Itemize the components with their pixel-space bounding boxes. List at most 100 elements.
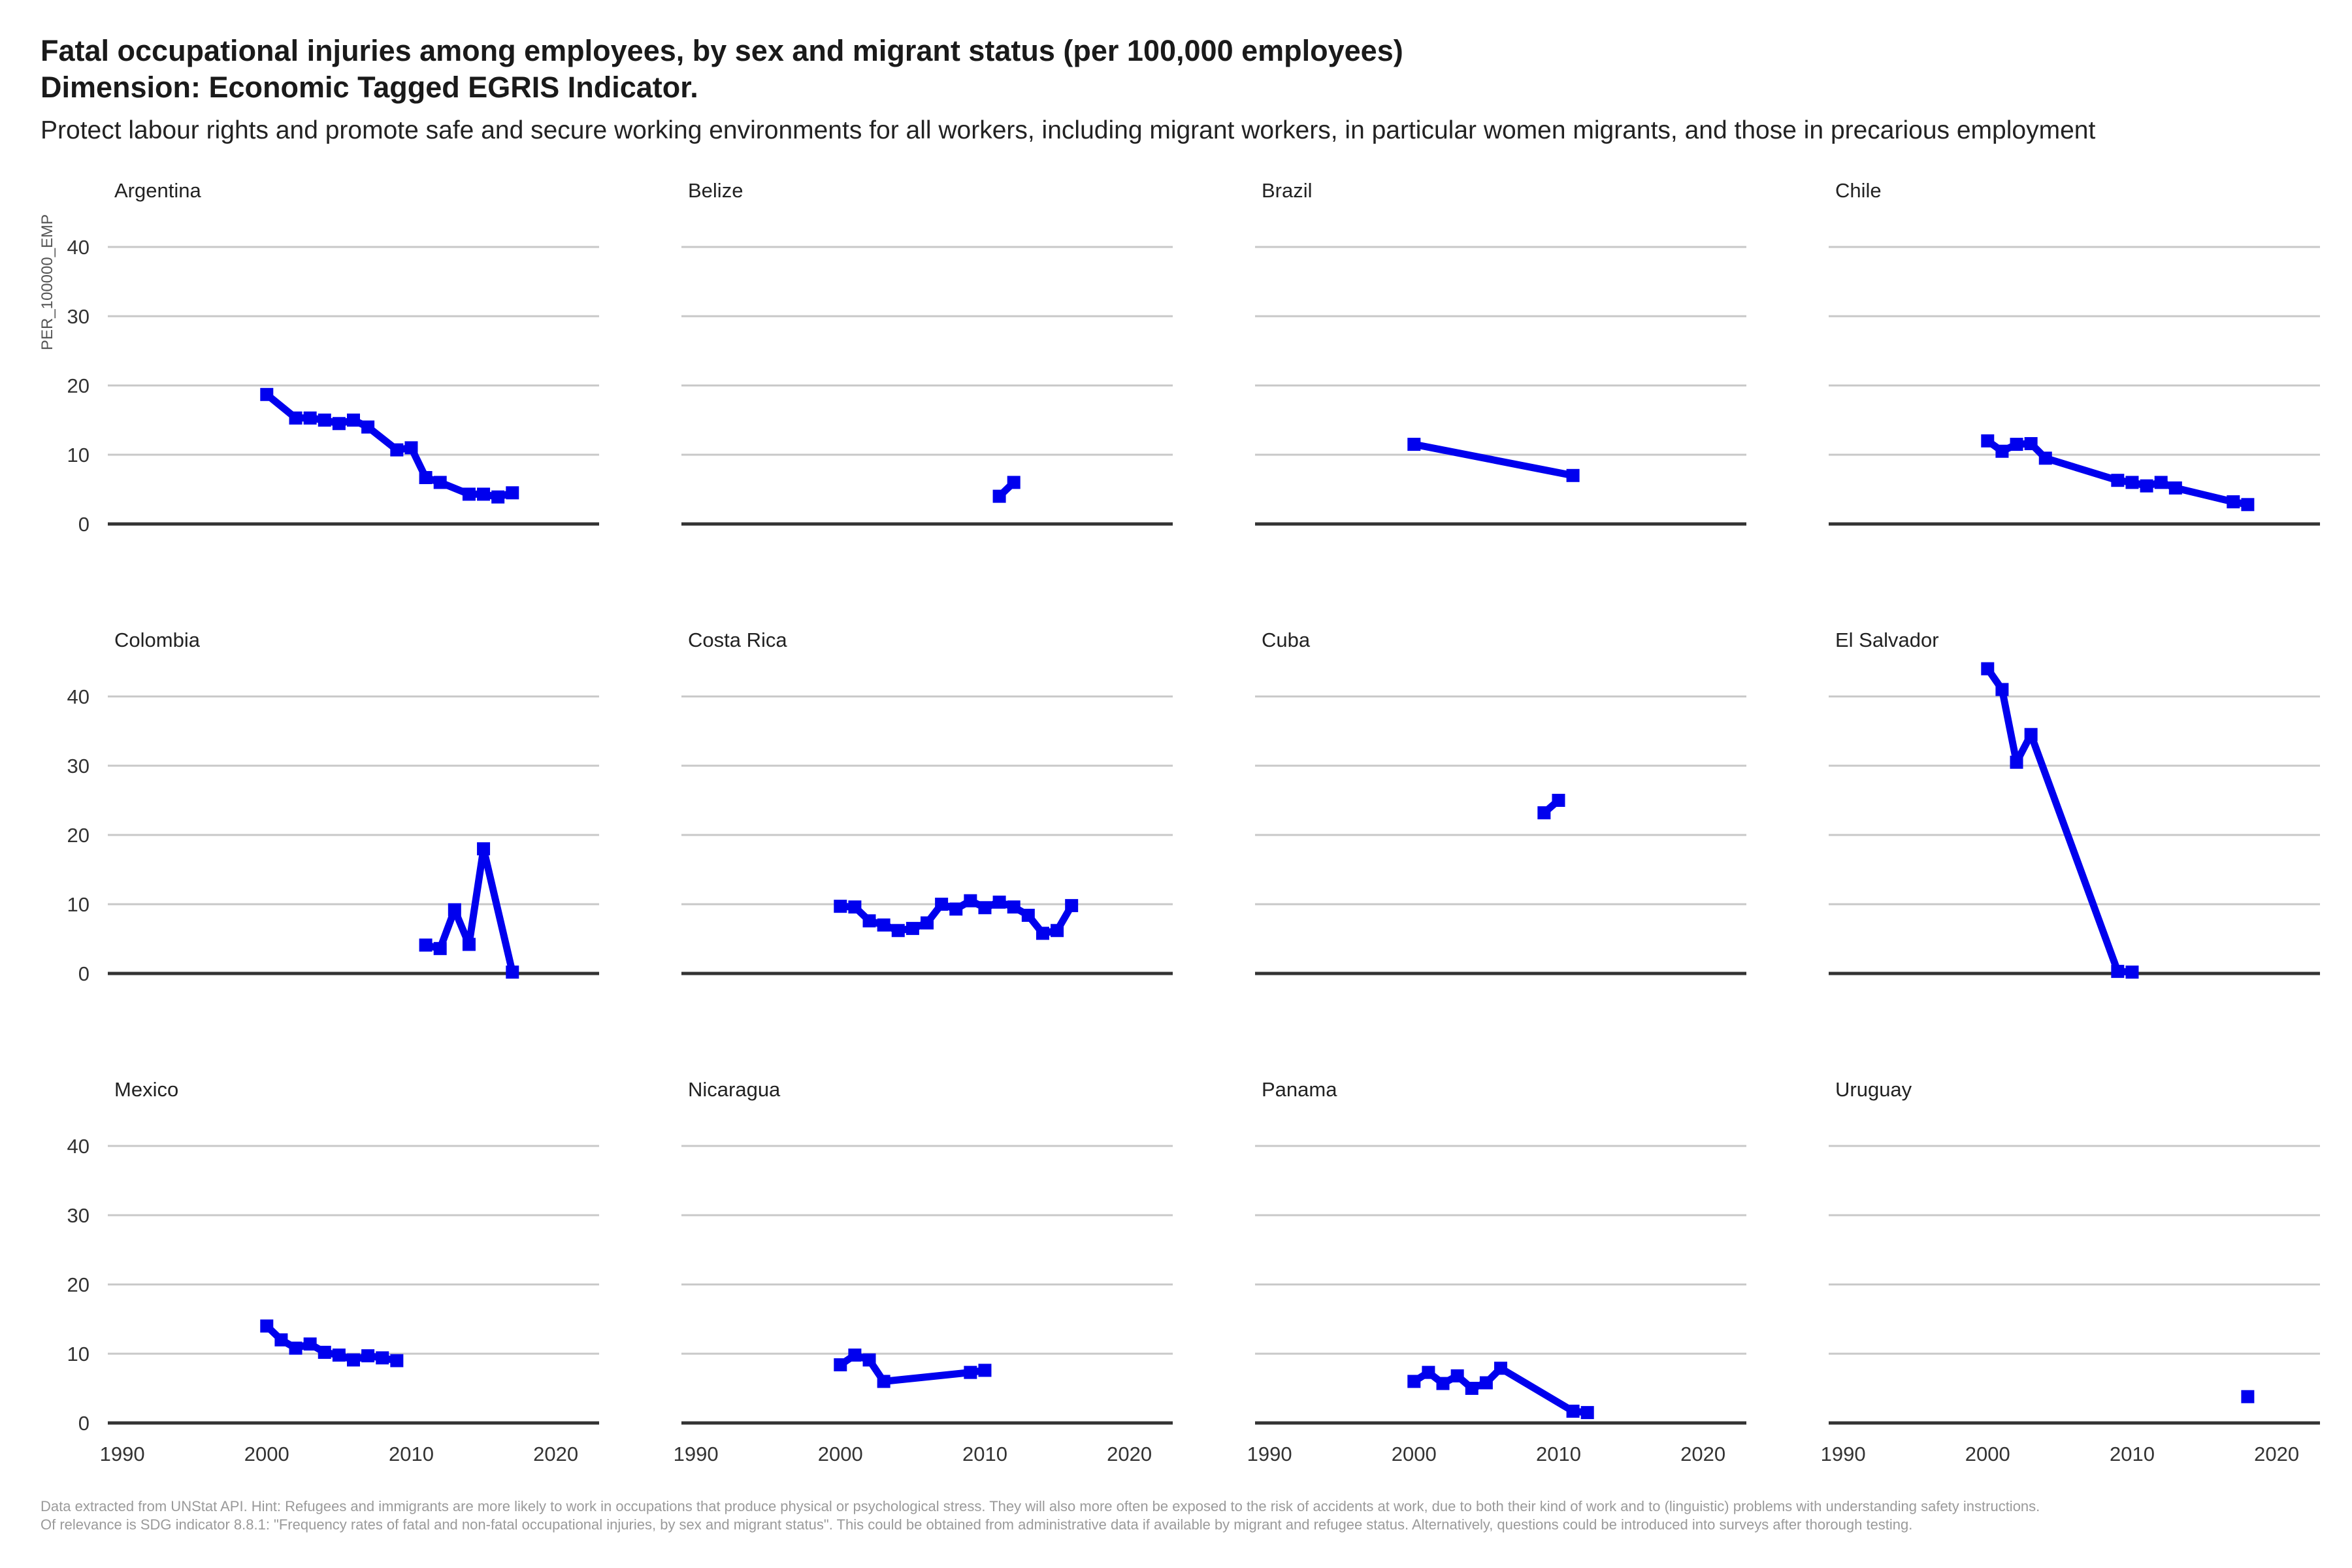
- data-point: [361, 1349, 375, 1363]
- x-tick-label: 1990: [1247, 1443, 1292, 1465]
- x-tick-label: 2020: [1680, 1443, 1725, 1465]
- panel-title-nicaragua: Nicaragua: [688, 1078, 781, 1101]
- panel-title-uruguay: Uruguay: [1835, 1078, 1912, 1101]
- data-point: [1065, 899, 1079, 913]
- data-point: [477, 842, 491, 856]
- data-point: [477, 487, 491, 501]
- y-tick-label: 40: [67, 1135, 90, 1158]
- data-point: [2140, 479, 2153, 493]
- x-tick-label: 2010: [2110, 1443, 2155, 1465]
- data-point: [303, 411, 317, 425]
- data-point: [2125, 476, 2139, 489]
- data-point: [260, 1319, 274, 1333]
- data-point: [390, 443, 404, 457]
- series-line-mexico: [263, 1322, 400, 1365]
- y-tick-label: 40: [67, 236, 90, 259]
- y-tick-label: 20: [67, 374, 90, 397]
- data-point: [1995, 444, 2009, 458]
- data-point: [347, 1353, 360, 1367]
- data-point: [1021, 908, 1035, 922]
- data-point: [964, 894, 977, 907]
- panel-title-colombia: Colombia: [114, 629, 201, 651]
- data-point: [303, 1337, 317, 1351]
- series-line-chile: [1984, 437, 2251, 508]
- series-line-brazil: [1410, 440, 1577, 480]
- data-point: [978, 901, 992, 915]
- data-point: [1981, 434, 1995, 448]
- data-point: [1494, 1362, 1507, 1375]
- panel-title-cuba: Cuba: [1262, 629, 1311, 651]
- caption-line-2: Of relevance is SDG indicator 8.8.1: "Fr…: [41, 1516, 1913, 1533]
- data-point: [1407, 438, 1421, 451]
- x-tick-label: 2000: [1965, 1443, 2010, 1465]
- data-point: [1981, 662, 1995, 676]
- panel-title-chile: Chile: [1835, 179, 1882, 202]
- data-point: [274, 1333, 288, 1347]
- data-point: [2024, 437, 2038, 451]
- x-tick-label: 2020: [533, 1443, 578, 1465]
- x-tick-label: 2020: [2254, 1443, 2299, 1465]
- x-tick-label: 1990: [100, 1443, 145, 1465]
- data-point: [289, 1341, 302, 1355]
- data-point: [964, 1365, 977, 1379]
- series-line-panama: [1410, 1364, 1592, 1416]
- data-point: [1580, 1406, 1594, 1420]
- data-point: [1479, 1376, 1493, 1390]
- data-point: [877, 1375, 890, 1388]
- x-tick-label: 2000: [1392, 1443, 1437, 1465]
- data-point: [2111, 474, 2125, 487]
- data-point: [2125, 965, 2139, 979]
- data-point: [848, 1348, 862, 1362]
- data-point: [1566, 1404, 1580, 1418]
- data-point: [834, 900, 847, 913]
- panel-title-panama: Panama: [1262, 1078, 1337, 1101]
- y-tick-label: 40: [67, 685, 90, 708]
- data-point: [2024, 728, 2038, 742]
- data-point: [1552, 794, 1565, 807]
- data-point: [376, 1351, 389, 1365]
- data-point: [332, 417, 346, 431]
- y-tick-label: 20: [67, 1273, 90, 1296]
- data-point: [1995, 683, 2009, 696]
- data-point: [935, 898, 949, 911]
- data-point: [992, 895, 1006, 909]
- x-tick-label: 2000: [818, 1443, 863, 1465]
- data-point: [1465, 1382, 1478, 1395]
- y-tick-label: 30: [67, 305, 90, 328]
- data-point: [448, 903, 461, 917]
- y-tick-label: 10: [67, 444, 90, 466]
- data-point: [462, 938, 476, 951]
- data-point: [2241, 498, 2255, 512]
- data-point: [1422, 1365, 1435, 1379]
- data-point: [506, 965, 519, 979]
- data-point: [390, 1354, 404, 1367]
- caption: Data extracted from UNStat API. Hint: Re…: [41, 1497, 2314, 1534]
- panel-title-belize: Belize: [688, 179, 743, 202]
- panel-title-brazil: Brazil: [1262, 179, 1313, 202]
- caption-line-1: Data extracted from UNStat API. Hint: Re…: [41, 1498, 2040, 1514]
- y-tick-label: 0: [78, 513, 90, 536]
- data-point: [1566, 468, 1580, 482]
- panel-title-el-salvador: El Salvador: [1835, 629, 1939, 651]
- data-point: [2227, 495, 2240, 509]
- data-point: [949, 902, 963, 916]
- data-point: [1007, 900, 1021, 914]
- data-point: [1407, 1375, 1421, 1388]
- data-point: [1436, 1377, 1450, 1390]
- data-point: [1051, 924, 1064, 938]
- data-point: [2241, 1390, 2255, 1403]
- data-point: [433, 476, 447, 489]
- data-point: [2038, 451, 2052, 465]
- data-point: [318, 1345, 331, 1359]
- data-point: [318, 414, 331, 427]
- data-point: [433, 941, 447, 955]
- data-point: [848, 900, 862, 914]
- data-point: [2154, 476, 2168, 489]
- data-point: [462, 487, 476, 501]
- y-tick-label: 0: [78, 1412, 90, 1435]
- x-tick-label: 2010: [389, 1443, 434, 1465]
- data-point: [361, 420, 375, 434]
- data-point: [2168, 481, 2182, 495]
- data-point: [2111, 964, 2125, 978]
- data-point: [978, 1364, 992, 1377]
